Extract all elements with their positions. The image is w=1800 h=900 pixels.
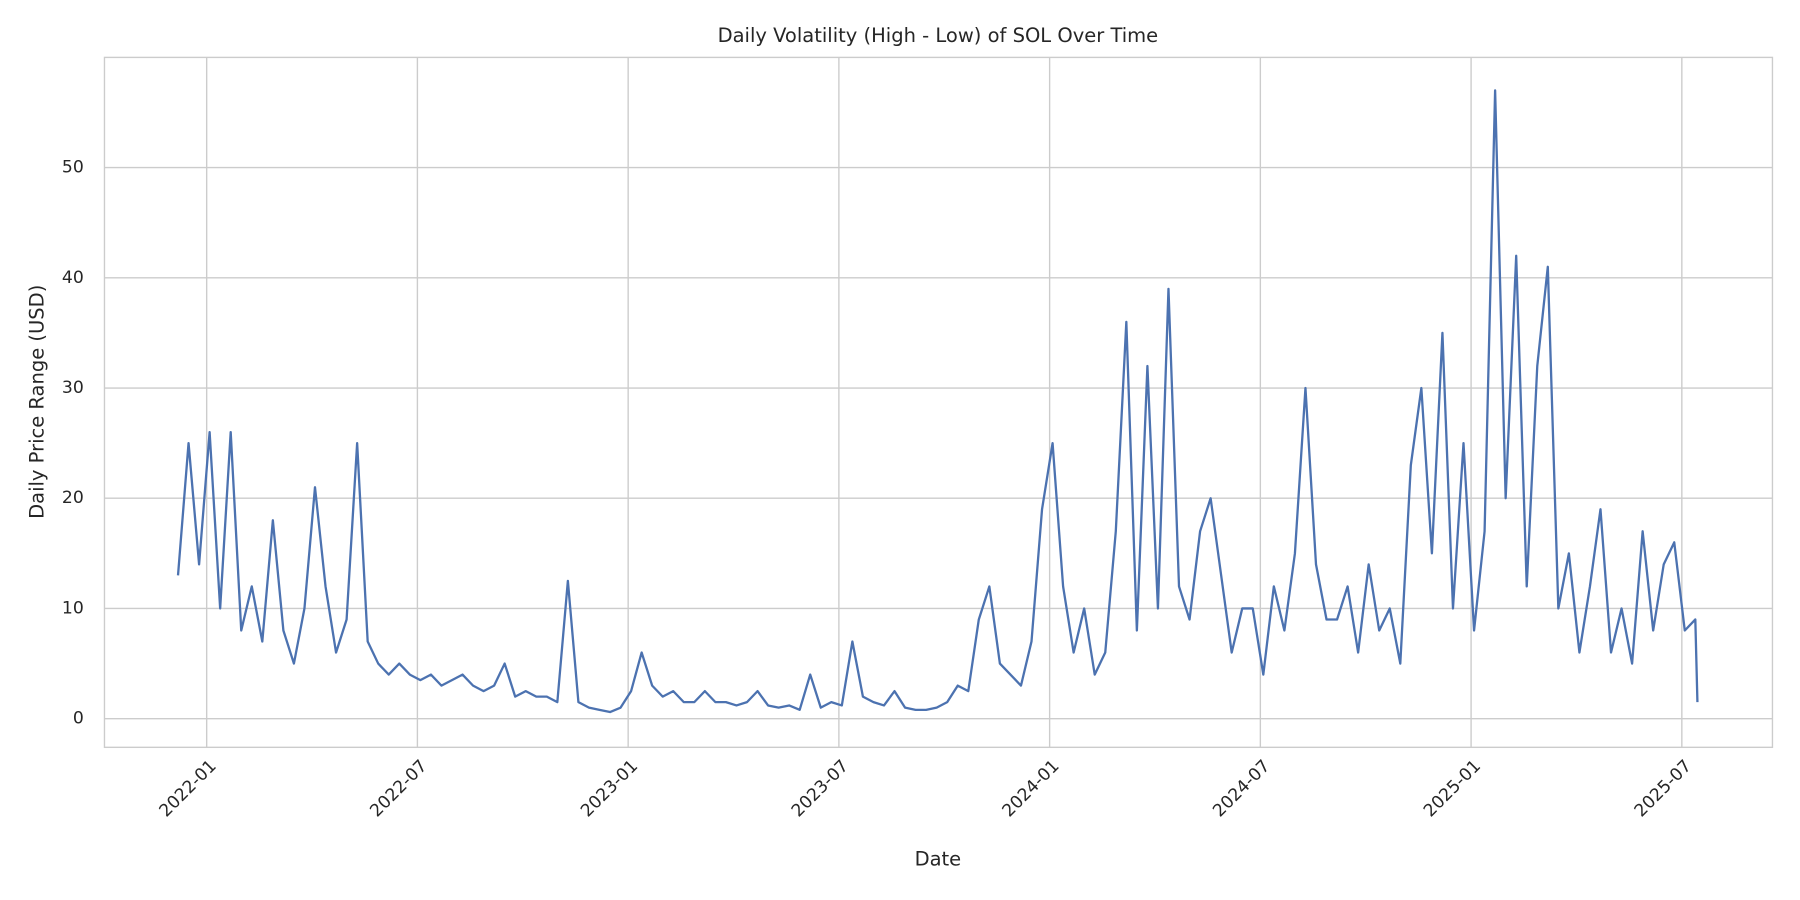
- x-tick-label: 2024-01: [999, 756, 1064, 821]
- y-tick-label: 50: [62, 158, 84, 178]
- x-tick-label: 2022-07: [366, 756, 431, 821]
- x-tick-label: 2023-07: [788, 756, 853, 821]
- lines: [176, 89, 1699, 714]
- y-tick-label: 20: [62, 488, 84, 508]
- x-tick-label: 2022-01: [156, 756, 221, 821]
- x-axis-label: Date: [915, 847, 962, 870]
- chart-title: Daily Volatility (High - Low) of SOL Ove…: [718, 24, 1159, 47]
- y-tick-label: 10: [62, 598, 84, 618]
- y-axis-label: Daily Price Range (USD): [25, 285, 48, 519]
- x-tick-label: 2025-01: [1420, 756, 1485, 821]
- plot-area: [103, 56, 1774, 749]
- x-tick-label: 2024-07: [1209, 756, 1274, 821]
- data-line: [176, 89, 1699, 714]
- y-tick-label: 30: [62, 378, 84, 398]
- x-tick-label: 2025-07: [1631, 756, 1696, 821]
- x-tick-label: 2023-01: [577, 756, 642, 821]
- y-tick-label: 0: [73, 709, 84, 729]
- grid: [104, 57, 1773, 748]
- y-tick-label: 40: [62, 268, 84, 288]
